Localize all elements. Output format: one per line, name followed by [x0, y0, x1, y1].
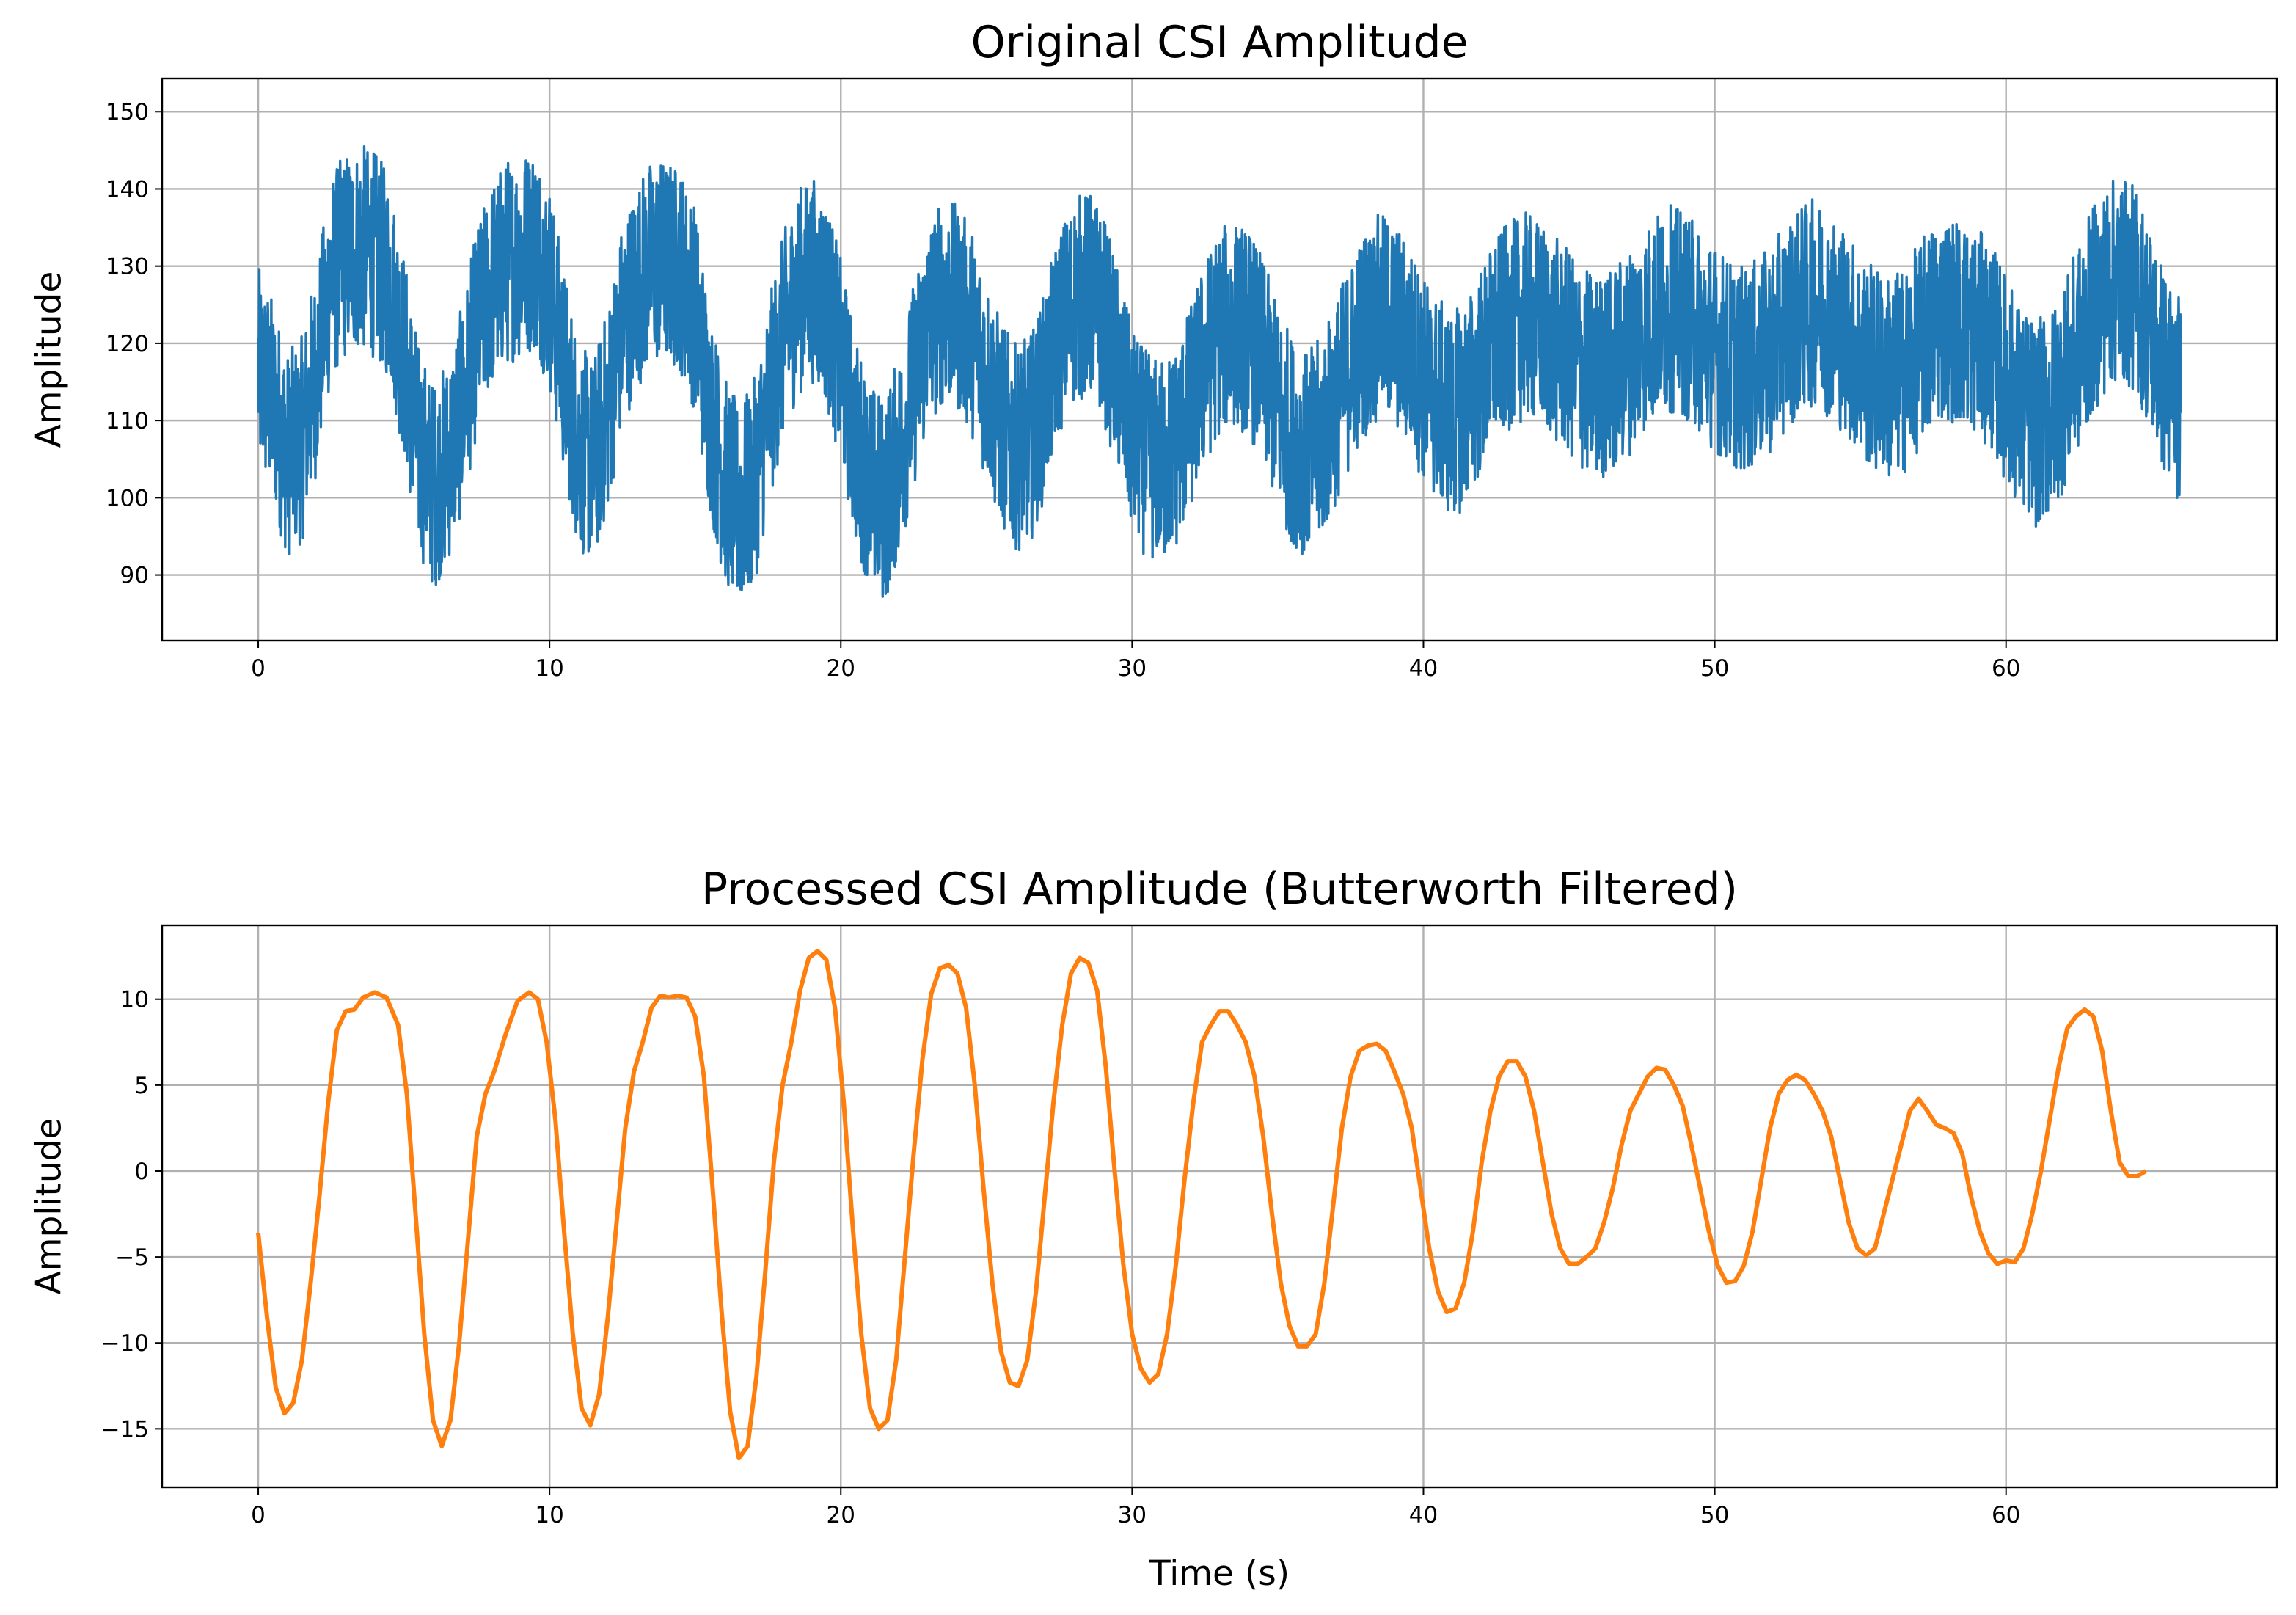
x-tick-label: 0: [251, 655, 266, 682]
axes-frame: [161, 77, 2278, 642]
x-tick-label: 20: [827, 655, 855, 682]
y-axis-label: Amplitude: [29, 271, 69, 448]
grid-lines: [162, 925, 2277, 1487]
y-tick-label: 5: [134, 1073, 149, 1099]
y-tick-label: 10: [120, 987, 149, 1013]
chart-title: Original CSI Amplitude: [970, 17, 1468, 68]
y-tick-label: 150: [106, 99, 149, 125]
series-line: [257, 145, 2182, 598]
y-tick-label: −15: [101, 1416, 149, 1443]
x-tick-label: 40: [1409, 1502, 1438, 1528]
y-tick-label: −5: [115, 1244, 149, 1271]
x-tick-label: 10: [535, 655, 563, 682]
ticks: 0 10 20 30 40 50 60 −15 −10 −5 0 5 10: [101, 987, 2021, 1528]
y-tick-label: 110: [106, 408, 149, 434]
x-tick-label: 20: [827, 1502, 855, 1528]
x-tick-label: 0: [251, 1502, 266, 1528]
y-tick-label: 140: [106, 176, 149, 203]
x-tick-label: 60: [1992, 655, 2020, 682]
y-tick-label: 0: [134, 1159, 149, 1185]
ticks: 0 10 20 30 40 50 60 90 100 110 120 130 140 150: [106, 99, 2021, 682]
x-axis-label: Time (s): [1149, 1553, 1290, 1594]
series-line: [256, 949, 2147, 1461]
data-layer: [256, 949, 2147, 1461]
y-tick-label: 120: [106, 331, 149, 357]
y-axis-label: Amplitude: [29, 1118, 69, 1295]
axes-frame: [161, 924, 2278, 1489]
x-tick-label: 30: [1118, 1502, 1147, 1528]
y-tick-label: −10: [101, 1330, 149, 1357]
data-layer: [257, 145, 2182, 598]
x-tick-label: 50: [1700, 655, 1729, 682]
x-tick-label: 50: [1700, 1502, 1729, 1528]
x-tick-label: 40: [1409, 655, 1438, 682]
y-tick-label: 90: [120, 563, 149, 589]
filtered-amplitude-plot: 0 10 20 30 40 50 60 −15 −10 −5 0 5 10 Processed CSI …: [29, 864, 2278, 1594]
x-tick-label: 60: [1992, 1502, 2020, 1528]
y-tick-label: 130: [106, 254, 149, 280]
x-tick-label: 10: [535, 1502, 563, 1528]
x-tick-label: 30: [1118, 655, 1147, 682]
y-tick-label: 100: [106, 485, 149, 511]
chart-title: Processed CSI Amplitude (Butterworth Fil…: [701, 864, 1738, 915]
